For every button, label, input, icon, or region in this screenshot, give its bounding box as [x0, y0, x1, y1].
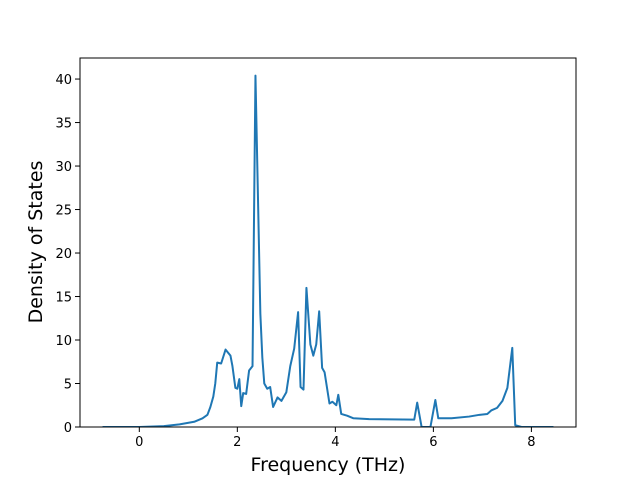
x-tick-label: 0	[135, 435, 143, 450]
y-tick-label: 25	[55, 204, 72, 219]
y-axis-label: Density of States	[25, 161, 47, 324]
y-tick-label: 0	[64, 421, 72, 436]
y-tick-label: 5	[64, 378, 72, 393]
x-axis-label: Frequency (THz)	[251, 454, 406, 476]
plot-frame	[79, 57, 577, 428]
y-tick-label: 30	[55, 160, 72, 175]
x-tick-label: 2	[233, 435, 241, 450]
y-tick-label: 40	[55, 73, 72, 88]
y-tick-label: 20	[55, 247, 72, 262]
y-tick-label: 10	[55, 334, 72, 349]
dos-line	[102, 74, 554, 427]
y-tick-label: 35	[55, 117, 72, 132]
x-tick-label: 6	[429, 435, 437, 450]
x-tick-label: 8	[527, 435, 535, 450]
x-tick-label: 4	[331, 435, 339, 450]
y-tick-label: 15	[55, 291, 72, 306]
